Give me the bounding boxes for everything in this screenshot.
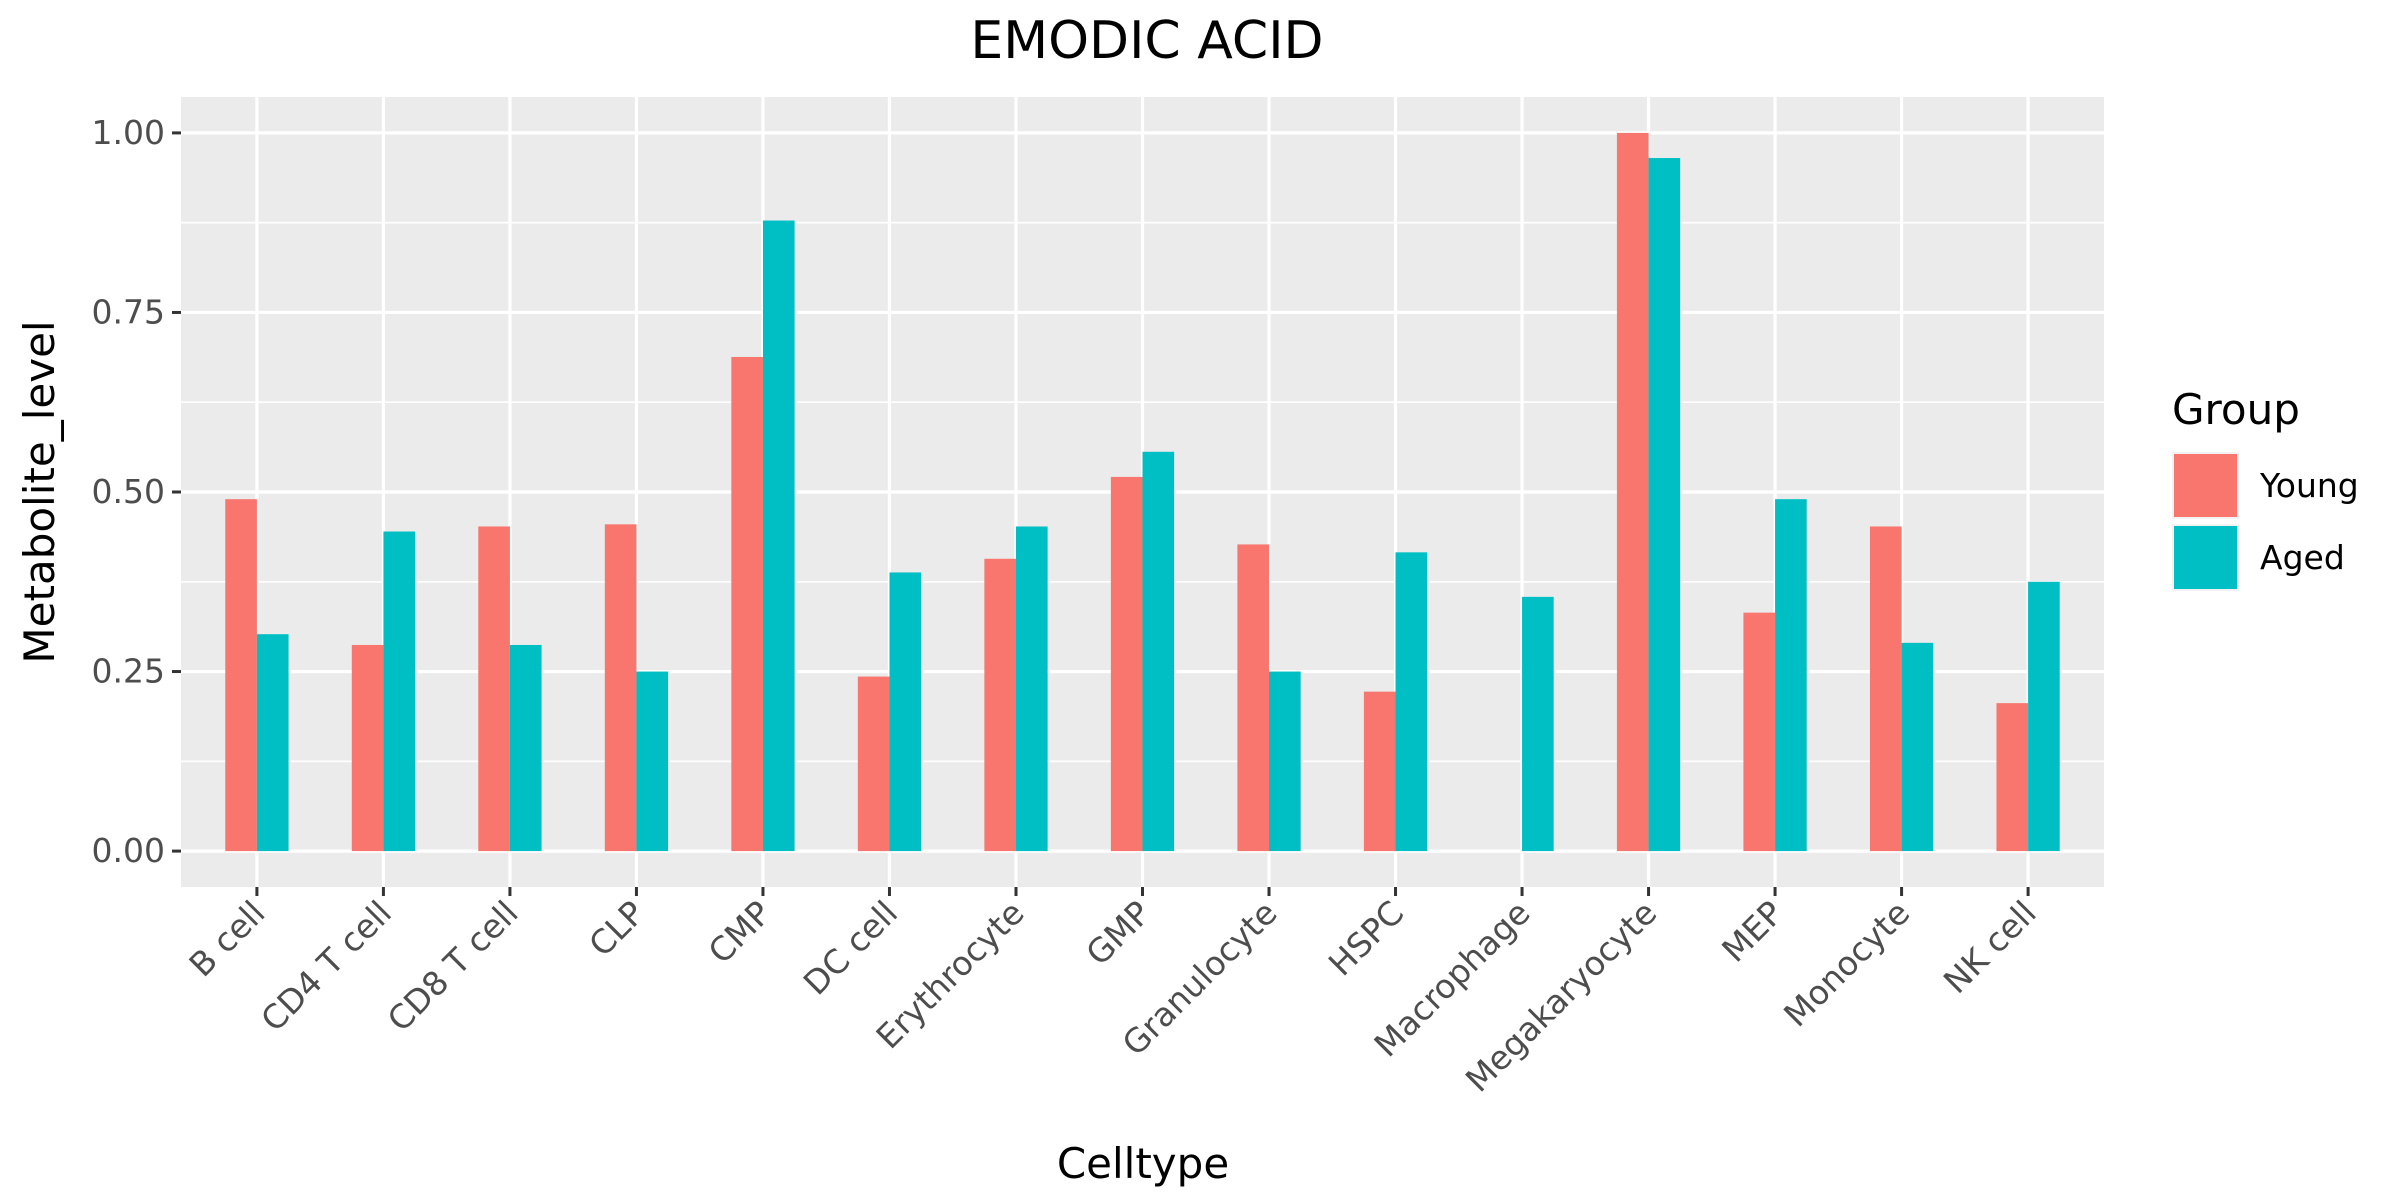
bar-young: [604, 524, 637, 852]
legend-label-aged: Aged: [2260, 538, 2345, 577]
y-axis-title: Metabolite_level: [15, 320, 64, 663]
chart-title: EMODIC ACID: [970, 11, 1323, 71]
bar-young: [1363, 691, 1396, 852]
bar-young: [1616, 132, 1649, 852]
legend-label-young: Young: [2259, 466, 2359, 505]
x-tick-label: HSPC: [1321, 893, 1411, 983]
bar-aged: [889, 572, 922, 852]
bar-aged: [383, 531, 416, 852]
x-tick-label: MEP: [1714, 893, 1791, 970]
legend: Group Young Aged: [2172, 385, 2359, 591]
y-tick-label: 0.75: [92, 292, 165, 331]
bar-aged: [1015, 526, 1048, 852]
bar-young: [351, 644, 384, 852]
x-tick-label: CD4 T cell: [253, 893, 399, 1039]
bar-young: [1996, 703, 2029, 852]
bar-aged: [636, 671, 669, 852]
bar-aged: [1142, 451, 1175, 852]
bar-young: [478, 526, 510, 852]
x-tick-label: NK cell: [1936, 893, 2044, 1001]
x-axis-title: Celltype: [1057, 1139, 1229, 1188]
bar-young: [1237, 544, 1270, 852]
bar-aged: [1648, 158, 1681, 852]
y-tick-label: 1.00: [92, 113, 165, 152]
bar-young: [984, 558, 1016, 852]
bar-aged: [1775, 499, 1807, 852]
bar-young: [1743, 612, 1776, 852]
bar-young: [1869, 526, 1902, 852]
y-tick-label: 0.25: [92, 652, 165, 691]
bar-young: [731, 356, 763, 852]
bar-young: [225, 499, 257, 852]
y-tick-label: 0.50: [92, 472, 165, 511]
bar-young: [1110, 476, 1143, 852]
x-tick-label: Monocyte: [1776, 893, 1917, 1034]
bar-aged: [1901, 642, 1934, 852]
bar-aged: [1522, 596, 1554, 852]
y-tick-label: 0.00: [92, 831, 165, 870]
bar-aged: [762, 220, 795, 852]
bar-young: [857, 676, 890, 852]
x-tick-label: B cell: [181, 893, 272, 984]
y-axis: 0.00 0.25 0.50 0.75 1.00: [92, 113, 181, 870]
bar-aged: [509, 644, 542, 852]
x-tick-label: GMP: [1078, 893, 1158, 973]
legend-swatch-aged: [2174, 526, 2237, 589]
bars: [225, 132, 2060, 852]
bar-aged: [2028, 581, 2060, 852]
x-tick-label: CD8 T cell: [380, 893, 526, 1039]
x-tick-label: CMP: [701, 893, 779, 971]
bar-aged: [256, 634, 289, 852]
legend-swatch-young: [2174, 454, 2237, 517]
x-tick-label: DC cell: [796, 893, 905, 1002]
bar-aged: [1395, 552, 1428, 852]
bar-aged: [1269, 671, 1301, 852]
x-tick-label: CLP: [581, 893, 652, 964]
legend-title: Group: [2172, 385, 2300, 434]
